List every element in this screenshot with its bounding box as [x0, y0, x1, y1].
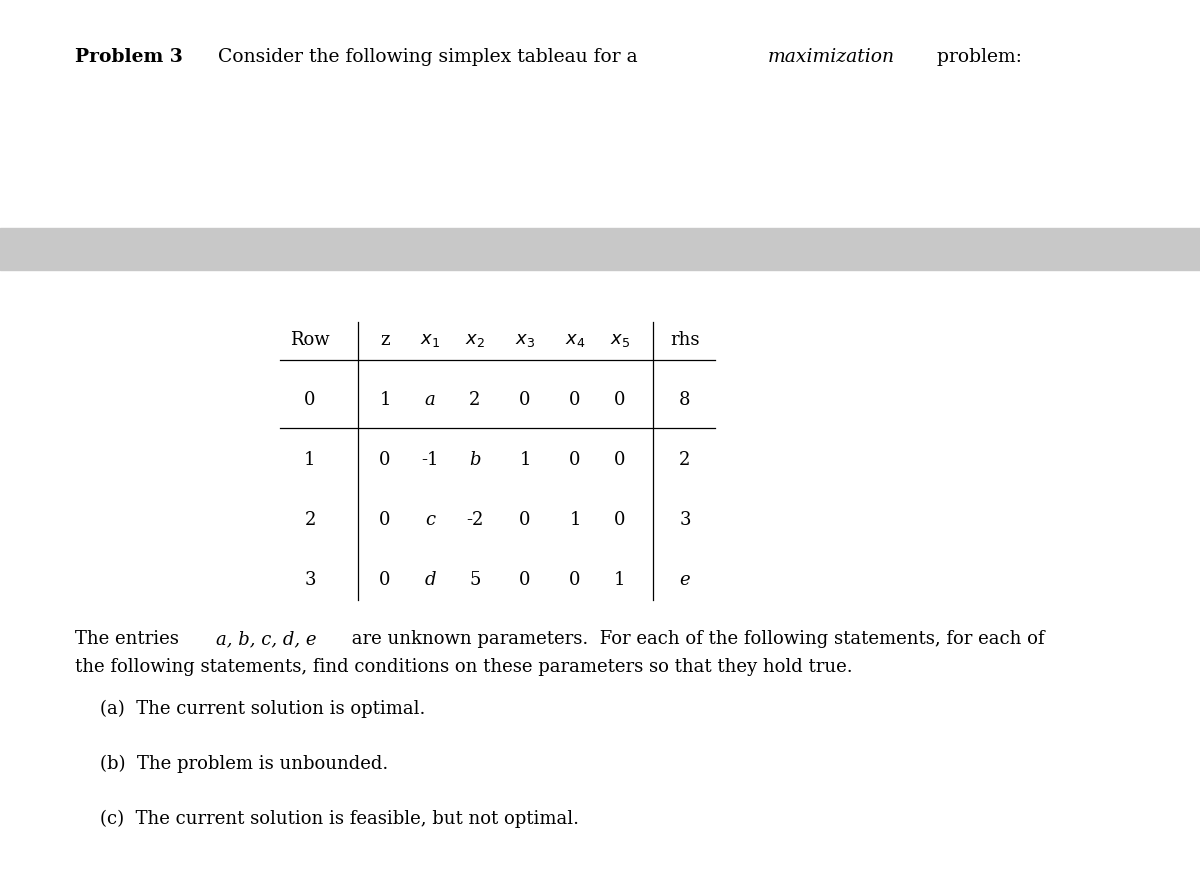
Text: a, b, c, d, e: a, b, c, d, e — [216, 630, 317, 648]
Text: $x_4$: $x_4$ — [565, 331, 586, 349]
Text: e: e — [679, 571, 690, 589]
Text: 0: 0 — [614, 451, 625, 469]
Text: 0: 0 — [614, 511, 625, 529]
Text: 1: 1 — [305, 451, 316, 469]
Text: c: c — [425, 511, 436, 529]
Text: Problem 3: Problem 3 — [74, 48, 182, 66]
Text: a: a — [425, 391, 436, 409]
Text: maximization: maximization — [767, 48, 894, 66]
Text: $x_3$: $x_3$ — [515, 331, 535, 349]
Text: 0: 0 — [379, 511, 391, 529]
Text: 0: 0 — [614, 391, 625, 409]
Text: 1: 1 — [520, 451, 530, 469]
Text: (c)  The current solution is feasible, but not optimal.: (c) The current solution is feasible, bu… — [100, 810, 580, 829]
Text: z: z — [380, 331, 390, 349]
Text: are unknown parameters.  For each of the following statements, for each of: are unknown parameters. For each of the … — [346, 630, 1045, 648]
Text: the following statements, find conditions on these parameters so that they hold : the following statements, find condition… — [74, 658, 853, 676]
Text: problem:: problem: — [931, 48, 1022, 66]
Text: b: b — [469, 451, 481, 469]
Text: 1: 1 — [569, 511, 581, 529]
Text: 1: 1 — [614, 571, 625, 589]
Text: -2: -2 — [467, 511, 484, 529]
Text: (a)  The current solution is optimal.: (a) The current solution is optimal. — [100, 700, 425, 718]
Bar — [0, 228, 1200, 270]
Text: 2: 2 — [469, 391, 481, 409]
Text: 5: 5 — [469, 571, 481, 589]
Text: The entries: The entries — [74, 630, 185, 648]
Text: Consider the following simplex tableau for a: Consider the following simplex tableau f… — [218, 48, 644, 66]
Text: $x_1$: $x_1$ — [420, 331, 440, 349]
Text: 0: 0 — [520, 571, 530, 589]
Text: 2: 2 — [679, 451, 691, 469]
Text: -1: -1 — [421, 451, 439, 469]
Text: 3: 3 — [305, 571, 316, 589]
Text: 0: 0 — [569, 391, 581, 409]
Text: Row: Row — [290, 331, 330, 349]
Text: $x_5$: $x_5$ — [610, 331, 630, 349]
Text: d: d — [425, 571, 436, 589]
Text: rhs: rhs — [671, 331, 700, 349]
Text: 0: 0 — [520, 391, 530, 409]
Text: 0: 0 — [520, 511, 530, 529]
Text: $x_2$: $x_2$ — [466, 331, 485, 349]
Text: 3: 3 — [679, 511, 691, 529]
Text: 8: 8 — [679, 391, 691, 409]
Text: 1: 1 — [379, 391, 391, 409]
Text: 0: 0 — [379, 451, 391, 469]
Text: 0: 0 — [379, 571, 391, 589]
Text: (b)  The problem is unbounded.: (b) The problem is unbounded. — [100, 755, 389, 773]
Text: 0: 0 — [569, 571, 581, 589]
Text: 2: 2 — [305, 511, 316, 529]
Text: 0: 0 — [569, 451, 581, 469]
Text: 0: 0 — [305, 391, 316, 409]
